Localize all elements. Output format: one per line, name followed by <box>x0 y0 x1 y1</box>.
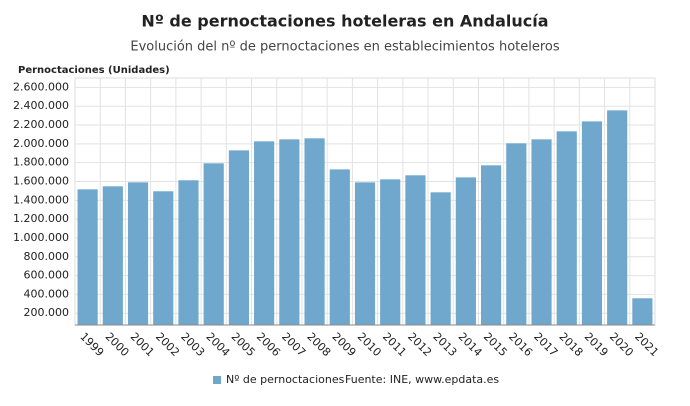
x-tick-label: 2015 <box>481 330 510 359</box>
bar <box>254 141 275 325</box>
bar <box>228 150 249 325</box>
bar <box>127 182 149 325</box>
bar <box>455 177 476 325</box>
bar <box>102 186 123 325</box>
x-tick-label: 2004 <box>203 330 232 359</box>
bar <box>581 121 603 326</box>
bar <box>354 182 376 325</box>
y-tick-label: 2.400.000 <box>13 99 69 112</box>
x-tick-label: 2019 <box>582 330 611 359</box>
chart-title: Nº de pernoctaciones hoteleras en Andalu… <box>141 12 548 31</box>
bar <box>203 163 224 325</box>
y-tick-label: 2.000.000 <box>13 137 69 150</box>
y-tick-label: 400.000 <box>24 287 70 300</box>
x-tick-label: 2016 <box>506 330 535 359</box>
bar <box>632 298 653 325</box>
y-axis-title: Pernoctaciones (Unidades) <box>18 65 170 76</box>
y-tick-label: 600.000 <box>24 269 70 282</box>
x-tick-label: 2011 <box>380 330 409 359</box>
legend-label: Nº de pernoctaciones <box>226 373 345 386</box>
x-tick-label: 2014 <box>456 330 485 359</box>
chart-subtitle: Evolución del nº de pernoctaciones en es… <box>130 40 560 55</box>
bar <box>531 139 552 325</box>
y-tick-label: 800.000 <box>24 250 70 263</box>
bar <box>304 138 325 325</box>
bar <box>405 175 426 325</box>
legend-swatch <box>213 376 221 384</box>
bar <box>178 180 199 325</box>
bar <box>481 165 502 325</box>
y-tick-label: 1.400.000 <box>13 193 69 206</box>
x-tick-label: 2002 <box>153 330 182 359</box>
x-tick-label: 2013 <box>430 330 459 359</box>
bar <box>380 179 401 325</box>
x-tick-label: 2000 <box>103 330 132 359</box>
x-tick-label: 2018 <box>556 330 585 359</box>
bar <box>607 110 628 325</box>
x-tick-label: 1999 <box>77 330 106 359</box>
x-tick-label: 2005 <box>229 330 258 359</box>
x-tick-label: 2020 <box>607 330 636 359</box>
bar <box>430 192 451 325</box>
x-tick-label: 2010 <box>355 330 384 359</box>
y-tick-label: 2.600.000 <box>13 80 69 93</box>
bar <box>77 189 98 325</box>
y-tick-label: 2.200.000 <box>13 118 69 131</box>
bar <box>279 139 300 325</box>
x-tick-label: 2007 <box>279 330 308 359</box>
x-tick-label: 2012 <box>405 330 434 359</box>
bar <box>329 169 350 325</box>
y-tick-label: 1.800.000 <box>13 156 69 169</box>
bar <box>153 191 174 325</box>
x-tick-label: 2003 <box>178 330 207 359</box>
bar <box>556 131 577 325</box>
x-tick-label: 2009 <box>330 330 359 359</box>
y-tick-label: 1.200.000 <box>13 212 69 225</box>
bar <box>506 143 527 325</box>
x-tick-label: 2008 <box>304 330 333 359</box>
x-tick-label: 2021 <box>632 330 661 359</box>
y-tick-label: 1.600.000 <box>13 175 69 188</box>
source: Fuente: INE, www.epdata.es <box>345 373 499 386</box>
x-tick-label: 2006 <box>254 330 283 359</box>
x-tick-label: 2017 <box>531 330 560 359</box>
x-tick-label: 2001 <box>128 330 157 359</box>
y-tick-label: 200.000 <box>24 306 70 319</box>
y-tick-label: 1.000.000 <box>13 231 69 244</box>
